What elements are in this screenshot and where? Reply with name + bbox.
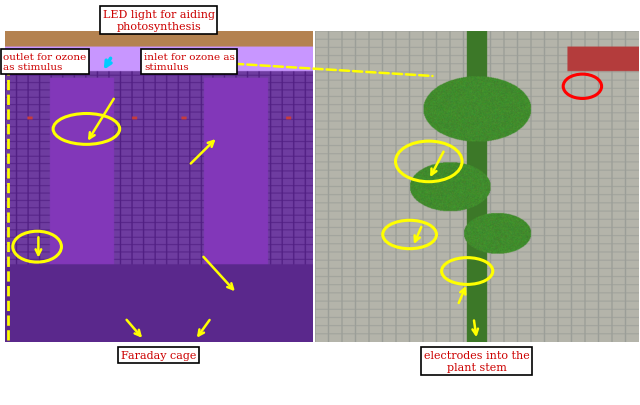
Text: LED light for aiding
photosynthesis: LED light for aiding photosynthesis	[102, 10, 215, 32]
Text: Faraday cage: Faraday cage	[121, 350, 196, 360]
Text: outlet for ozone
as stimulus: outlet for ozone as stimulus	[3, 53, 86, 72]
Text: inlet for ozone as
stimulus: inlet for ozone as stimulus	[144, 53, 235, 72]
Text: electrodes into the
plant stem: electrodes into the plant stem	[424, 350, 530, 372]
